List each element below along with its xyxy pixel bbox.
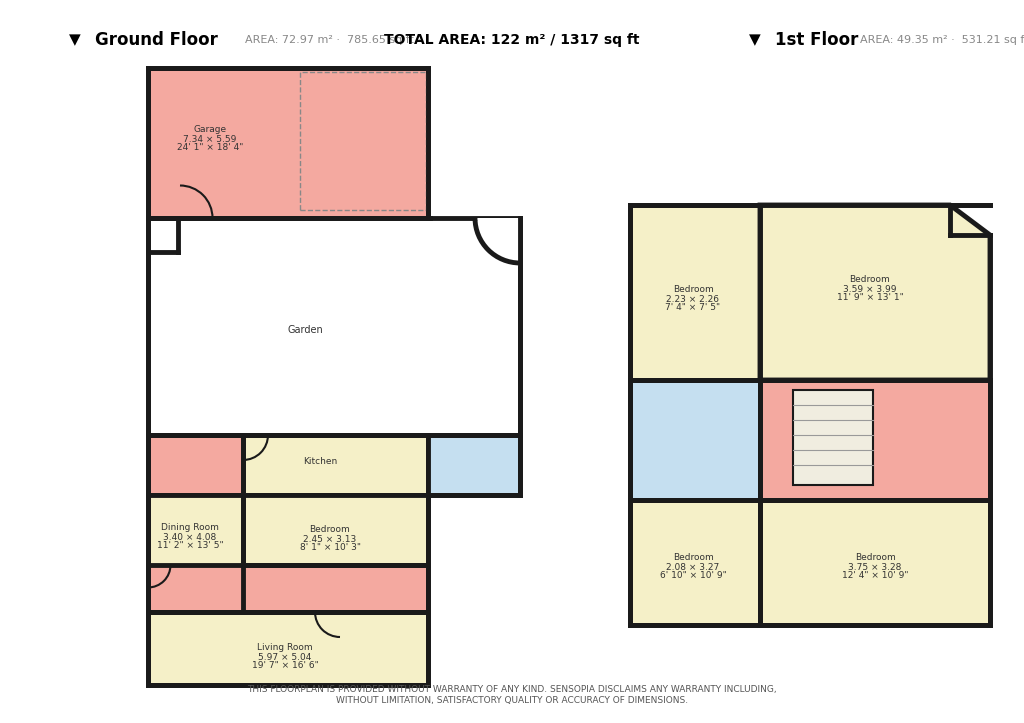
Text: 5.97 × 5.04: 5.97 × 5.04 [258,652,311,662]
Bar [148,218,520,435]
Text: 7.34 × 5.59: 7.34 × 5.59 [183,134,237,143]
Text: 11' 2" × 13' 5": 11' 2" × 13' 5" [157,542,223,550]
Bar [148,68,428,218]
Bar [760,380,990,500]
Text: Bedroom: Bedroom [855,554,895,562]
Bar [630,500,760,625]
Bar [428,435,520,495]
Text: Bedroom: Bedroom [850,275,891,284]
Text: 3.59 × 3.99: 3.59 × 3.99 [843,284,897,294]
Bar [243,495,428,565]
Text: 7' 4" × 7' 5": 7' 4" × 7' 5" [666,304,721,312]
Text: Dining Room: Dining Room [161,523,219,533]
Text: Living Room: Living Room [257,643,312,652]
Polygon shape [760,205,990,380]
Text: Bedroom: Bedroom [673,554,714,562]
Text: Ground Floor: Ground Floor [95,31,218,49]
Text: 12' 4" × 10' 9": 12' 4" × 10' 9" [842,571,908,581]
Text: 11' 9" × 13' 1": 11' 9" × 13' 1" [837,294,903,302]
Text: ▼: ▼ [70,33,81,48]
Bar [793,390,873,485]
Bar [148,435,243,495]
Text: AREA: 49.35 m² ·  531.21 sq ft ·: AREA: 49.35 m² · 531.21 sq ft · [860,35,1024,45]
Text: 1st Floor: 1st Floor [775,31,858,49]
Text: ▼: ▼ [750,33,761,48]
Text: Bedroom: Bedroom [673,286,714,294]
Text: Bedroom: Bedroom [309,526,350,534]
Bar [630,205,760,380]
Bar [760,500,990,625]
Text: 2.08 × 3.27: 2.08 × 3.27 [667,562,720,571]
Bar [630,380,760,500]
Text: 2.45 × 3.13: 2.45 × 3.13 [303,534,356,544]
Bar [148,612,428,685]
Text: 3.75 × 3.28: 3.75 × 3.28 [848,562,902,571]
Text: AREA: 72.97 m² ·  785.65 sq ft ·: AREA: 72.97 m² · 785.65 sq ft · [245,35,421,45]
Text: Garden: Garden [287,325,323,335]
Text: THIS FLOORPLAN IS PROVIDED WITHOUT WARRANTY OF ANY KIND. SENSOPIA DISCLAIMS ANY : THIS FLOORPLAN IS PROVIDED WITHOUT WARRA… [247,685,777,705]
Bar [243,435,428,495]
Polygon shape [475,218,520,268]
Text: 6' 10" × 10' 9": 6' 10" × 10' 9" [659,571,726,581]
Text: 19' 7" × 16' 6": 19' 7" × 16' 6" [252,662,318,670]
Text: TOTAL AREA: 122 m² / 1317 sq ft: TOTAL AREA: 122 m² / 1317 sq ft [384,33,640,47]
Bar [148,495,243,580]
Text: Kitchen: Kitchen [303,458,337,466]
Text: 24' 1" × 18' 4": 24' 1" × 18' 4" [177,143,243,153]
Text: Garage: Garage [194,126,226,134]
Text: 2.23 × 2.26: 2.23 × 2.26 [667,294,720,304]
Text: 3.40 × 4.08: 3.40 × 4.08 [164,533,217,542]
Bar [300,72,426,210]
Bar [148,565,428,612]
Text: 8' 1" × 10' 3": 8' 1" × 10' 3" [299,544,360,552]
